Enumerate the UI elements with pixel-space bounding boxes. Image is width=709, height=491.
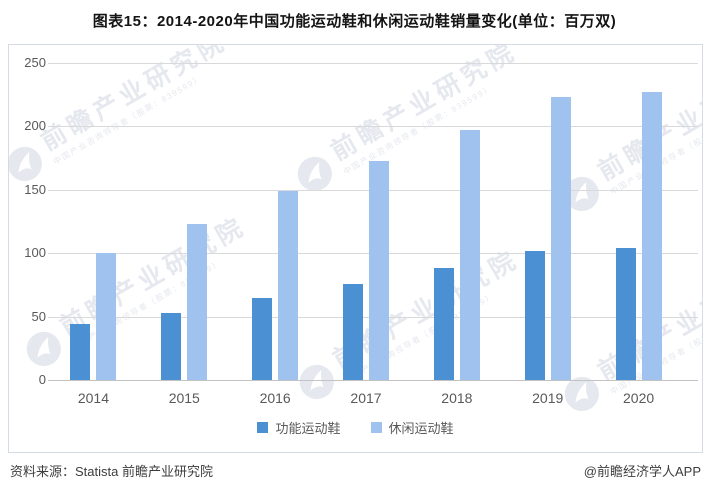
bar-功能运动鞋-2015	[161, 312, 182, 380]
source-text: 资料来源：Statista 前瞻产业研究院	[10, 464, 213, 479]
x-tick-label-2015: 2015	[168, 390, 200, 406]
legend-swatch-icon	[370, 422, 382, 433]
bar-group-2017	[321, 63, 412, 380]
x-tick-label-2017: 2017	[350, 390, 382, 406]
bar-功能运动鞋-2016	[252, 297, 273, 380]
x-tick-label-2019: 2019	[532, 390, 564, 406]
chart-title: 图表15：2014-2020年中国功能运动鞋和休闲运动鞋销量变化(单位：百万双)	[92, 13, 617, 30]
y-tick-label: 250	[24, 55, 46, 70]
y-tick-label: 150	[24, 181, 46, 197]
bar-group-2018	[411, 63, 502, 380]
bar-休闲运动鞋-2015	[187, 224, 208, 380]
bar-series	[48, 63, 684, 380]
bar-休闲运动鞋-2018	[459, 130, 480, 380]
legend: 功能运动鞋 休闲运动鞋	[9, 418, 702, 437]
bar-功能运动鞋-2014	[70, 324, 91, 380]
bar-休闲运动鞋-2020	[641, 92, 662, 380]
legend-swatch-icon	[257, 422, 269, 433]
legend-item-功能运动鞋: 功能运动鞋	[257, 418, 341, 437]
x-axis-labels: 2014 2015 2016 2017 2018 2019 2020	[48, 390, 684, 406]
footer: 资料来源：Statista 前瞻产业研究院 @前瞻经济学人APP	[10, 461, 701, 480]
y-tick-label: 0	[38, 372, 46, 387]
gridline-0	[48, 380, 698, 381]
y-tick-label: 100	[24, 245, 46, 261]
bar-功能运动鞋-2018	[433, 268, 454, 380]
bar-功能运动鞋-2019	[524, 250, 545, 380]
x-tick-label-2014: 2014	[77, 390, 109, 406]
y-tick-label: 200	[24, 118, 46, 134]
gridline-250	[48, 63, 698, 64]
bar-group-2020	[593, 63, 684, 380]
bar-休闲运动鞋-2014	[96, 253, 117, 380]
bar-休闲运动鞋-2016	[278, 191, 299, 380]
bar-group-2014	[48, 63, 139, 380]
chart-panel: 前瞻产业研究院 中国产业咨询领导者（股票：839599） 前瞻产业研究院 中国产业咨询…	[8, 44, 703, 453]
legend-label: 功能运动鞋	[275, 421, 341, 436]
bar-功能运动鞋-2017	[343, 283, 363, 380]
bar-group-2016	[230, 63, 321, 380]
bar-休闲运动鞋-2019	[550, 97, 571, 380]
y-tick-label: 50	[31, 308, 46, 324]
bar-group-2015	[139, 63, 230, 380]
x-tick-label-2018: 2018	[441, 390, 473, 406]
legend-item-休闲运动鞋: 休闲运动鞋	[370, 418, 454, 437]
legend-label: 休闲运动鞋	[388, 421, 454, 436]
plot-area: 0 50 100 150 200 250	[24, 55, 698, 387]
bar-功能运动鞋-2020	[615, 248, 636, 380]
credit-text: @前瞻经济学人APP	[583, 464, 701, 479]
bar-group-2019	[502, 63, 593, 380]
qianzhan-logo-icon	[9, 139, 49, 188]
gridline-200	[48, 126, 698, 128]
bar-休闲运动鞋-2017	[369, 160, 389, 380]
x-tick-label-2016: 2016	[259, 390, 291, 406]
x-tick-label-2020: 2020	[623, 390, 655, 406]
